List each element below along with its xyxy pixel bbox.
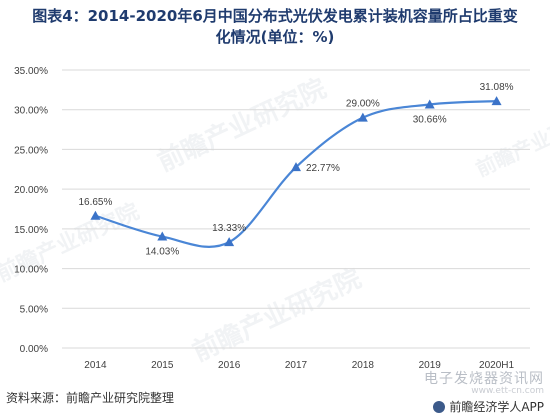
y-tick-label: 5.00%: [20, 304, 48, 315]
site-watermark-name: 电子发烧器资讯网: [424, 371, 544, 387]
data-label: 30.66%: [413, 114, 447, 125]
chart-title-line2: 化情况(单位：%): [215, 28, 335, 46]
data-label: 29.00%: [346, 99, 380, 110]
x-tick-label: 2017: [285, 360, 308, 371]
y-tick-label: 20.00%: [14, 185, 48, 196]
x-tick-label: 2015: [151, 360, 174, 371]
y-tick-label: 25.00%: [14, 145, 48, 156]
app-credit: 前瞻经济学人APP: [424, 398, 544, 415]
x-tick-label: 2016: [218, 360, 241, 371]
source-note: 资料来源：前瞻产业研究院整理: [6, 391, 175, 405]
data-point-marker: [491, 96, 502, 106]
x-tick-label: 2014: [84, 360, 107, 371]
y-tick-label: 15.00%: [14, 225, 48, 236]
chart-title: 图表4：2014-2020年6月中国分布式光伏发电累计装机容量所占比重变 化情况…: [0, 6, 550, 48]
data-point-marker: [157, 231, 168, 241]
app-logo-icon: [433, 400, 446, 413]
y-tick-label: 30.00%: [14, 106, 48, 117]
x-tick-label: 2018: [352, 360, 375, 371]
data-point-marker: [424, 99, 435, 109]
data-label: 22.77%: [306, 163, 340, 174]
data-label: 13.33%: [212, 223, 246, 234]
data-point-marker: [357, 112, 368, 122]
y-tick-label: 10.00%: [14, 265, 48, 276]
chart-title-line1: 图表4：2014-2020年6月中国分布式光伏发电累计装机容量所占比重变: [32, 7, 518, 25]
data-point-marker: [224, 237, 235, 247]
data-point-marker: [90, 210, 101, 220]
y-tick-label: 35.00%: [14, 66, 48, 77]
line-chart: 0.00% 5.00% 10.00% 15.00% 20.00% 25.00% 30.00%…: [14, 66, 530, 371]
y-tick-label: 0.00%: [20, 344, 48, 355]
x-tick-label: 2020H1: [479, 360, 514, 371]
data-label: 16.65%: [78, 197, 112, 208]
site-watermark-url: www.ett-cn.com: [471, 386, 544, 396]
data-label: 31.08%: [480, 82, 514, 93]
x-tick-label: 2019: [419, 360, 442, 371]
data-point-marker: [291, 162, 301, 172]
data-label: 14.03%: [145, 247, 179, 258]
app-credit-label: 前瞻经济学人APP: [449, 400, 544, 414]
footer-watermark: 电子发烧器资讯网 www.ett-cn.com 前瞻经济学人APP: [424, 368, 544, 415]
